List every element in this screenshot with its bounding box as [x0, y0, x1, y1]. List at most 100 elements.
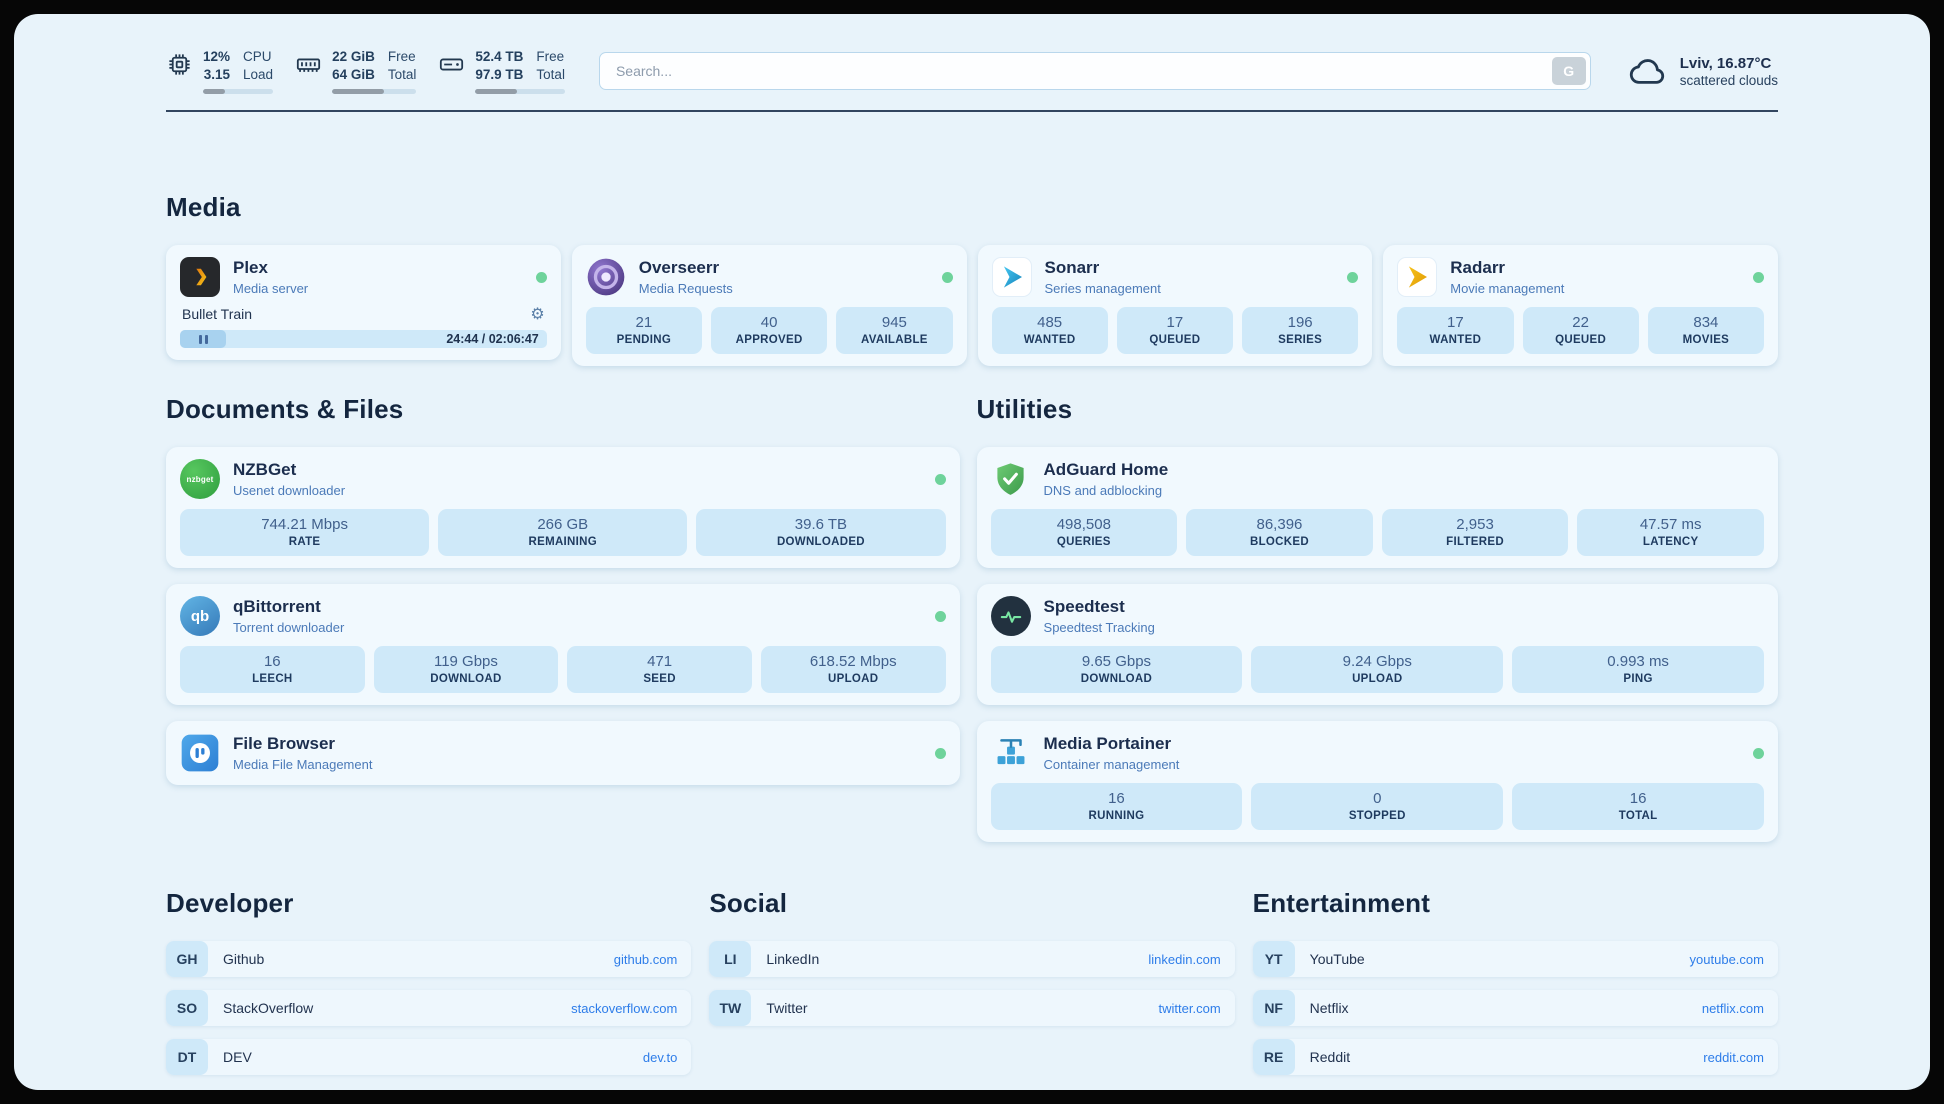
stat-box: 266 GB REMAINING — [438, 509, 688, 557]
bookmark-abbr: NF — [1252, 990, 1295, 1027]
app-card-speedtest[interactable]: Speedtest Speedtest Tracking 9.65 Gbps D… — [976, 584, 1778, 706]
bookmark-abbr: LI — [709, 941, 752, 978]
topbar-divider — [166, 110, 1778, 113]
stat-box: 0.993 ms PING — [1512, 646, 1764, 694]
app-card-sonarr[interactable]: Sonarr Series management 485 WANTED 17 Q… — [977, 245, 1373, 367]
stat-box: 9.24 Gbps UPLOAD — [1251, 646, 1504, 694]
app-card-nzbget[interactable]: nzbget NZBGet Usenet downloader 744.21 M… — [166, 447, 960, 569]
app-card-overseerr[interactable]: Overseerr Media Requests 21 PENDING 40 A… — [571, 245, 967, 367]
stat-box: 834 MOVIES — [1647, 307, 1764, 355]
app-name: Plex — [233, 258, 268, 278]
app-name: AdGuard Home — [1043, 460, 1169, 480]
disk-total-value: 97.9 TB — [475, 67, 524, 83]
app-subtitle: Movie management — [1450, 281, 1565, 297]
ram-free-label: Free — [387, 49, 416, 64]
bookmark-dev[interactable]: DT DEV dev.to — [166, 1039, 692, 1076]
bookmark-url[interactable]: dev.to — [642, 1049, 678, 1065]
app-card-portainer[interactable]: Media Portainer Container management 16 … — [976, 721, 1778, 843]
section-social: Social LI LinkedIn linkedin.com TW Twitt… — [709, 888, 1235, 1039]
status-online-dot — [1753, 271, 1764, 283]
bookmark-url[interactable]: reddit.com — [1703, 1049, 1764, 1065]
cpu-widget: 12% 3.15 CPU Load — [166, 48, 274, 95]
adguard-icon — [991, 459, 1031, 499]
app-card-radarr[interactable]: Radarr Movie management 17 WANTED 22 QUE… — [1383, 245, 1778, 367]
status-online-dot — [1347, 271, 1359, 283]
bookmark-stackoverflow[interactable]: SO StackOverflow stackoverflow.com — [166, 990, 692, 1027]
bookmark-youtube[interactable]: YT YouTube youtube.com — [1252, 941, 1778, 978]
stat-box: 40 APPROVED — [711, 307, 828, 355]
ram-total-value: 64 GiB — [332, 67, 375, 83]
stat-box: 47.57 ms LATENCY — [1577, 509, 1764, 557]
app-card-plex[interactable]: Plex Media server Bullet Train ⚙ 24:44 — [166, 245, 561, 361]
bookmark-url[interactable]: github.com — [613, 951, 678, 967]
bookmark-name: Reddit — [1309, 1049, 1351, 1066]
cloud-icon — [1629, 59, 1664, 84]
bookmark-reddit[interactable]: RE Reddit reddit.com — [1252, 1039, 1778, 1076]
stat-box: 2,953 FILTERED — [1381, 509, 1569, 557]
qbittorrent-icon: qb — [180, 596, 220, 637]
app-card-qbittorrent[interactable]: qb qBittorrent Torrent downloader 16 LEE… — [166, 584, 960, 706]
search-bar: G — [598, 52, 1591, 91]
disk-free-value: 52.4 TB — [475, 49, 524, 64]
disk-total-label: Total — [536, 67, 565, 83]
section-utilities: Utilities — [976, 394, 1778, 843]
stat-box: 16 TOTAL — [1512, 783, 1764, 831]
filebrowser-icon — [180, 733, 220, 773]
bookmark-abbr: YT — [1252, 941, 1295, 978]
settings-gear-icon[interactable]: ⚙ — [530, 304, 545, 324]
cpu-progress-bar — [203, 89, 274, 95]
stat-box: 21 PENDING — [585, 307, 702, 355]
bookmark-netflix[interactable]: NF Netflix netflix.com — [1252, 990, 1778, 1027]
app-card-filebrowser[interactable]: File Browser Media File Management — [166, 721, 960, 786]
app-subtitle: Speedtest Tracking — [1043, 620, 1155, 636]
ram-free-value: 22 GiB — [332, 49, 375, 64]
ram-progress-bar — [332, 89, 417, 95]
bookmark-linkedin[interactable]: LI LinkedIn linkedin.com — [709, 941, 1235, 978]
playback-progress-bar[interactable]: 24:44 / 02:06:47 — [180, 330, 547, 349]
stat-box: 39.6 TB DOWNLOADED — [696, 509, 946, 557]
disk-icon — [440, 58, 464, 71]
playback-time: 24:44 / 02:06:47 — [446, 332, 539, 347]
topbar: 12% 3.15 CPU Load — [166, 14, 1778, 95]
bookmark-name: YouTube — [1309, 951, 1365, 968]
sonarr-icon — [991, 257, 1032, 298]
search-engine-button[interactable]: G — [1551, 57, 1586, 86]
app-name: Overseerr — [638, 258, 720, 278]
section-title-documents: Documents & Files — [166, 394, 404, 425]
status-online-dot — [1753, 747, 1764, 759]
bookmark-url[interactable]: stackoverflow.com — [571, 1000, 678, 1016]
stat-box: 119 Gbps DOWNLOAD — [373, 646, 559, 694]
plex-icon — [180, 257, 220, 298]
dashboard-page: 12% 3.15 CPU Load — [14, 14, 1930, 1090]
bookmark-url[interactable]: twitter.com — [1158, 1000, 1221, 1016]
pause-button[interactable] — [180, 330, 226, 349]
status-online-dot — [934, 610, 946, 622]
speedtest-icon — [990, 596, 1031, 637]
search-input[interactable] — [598, 52, 1591, 91]
radarr-icon — [1397, 257, 1438, 298]
bookmark-twitter[interactable]: TW Twitter twitter.com — [709, 990, 1235, 1027]
stat-box: 498,508 QUERIES — [990, 509, 1178, 557]
bookmark-url[interactable]: netflix.com — [1701, 1000, 1764, 1016]
app-subtitle: Container management — [1043, 757, 1180, 773]
bookmark-url[interactable]: youtube.com — [1689, 951, 1764, 967]
system-widgets: 12% 3.15 CPU Load — [166, 48, 565, 95]
bookmark-abbr: RE — [1252, 1039, 1295, 1076]
cpu-label: CPU — [243, 49, 272, 64]
bookmark-abbr: TW — [709, 990, 752, 1027]
app-name: Speedtest — [1043, 597, 1125, 617]
ram-icon — [296, 58, 321, 72]
section-title-social: Social — [709, 888, 788, 919]
bookmark-abbr: SO — [166, 990, 208, 1027]
app-subtitle: Series management — [1044, 281, 1161, 297]
app-subtitle: Usenet downloader — [233, 483, 346, 499]
app-card-adguard[interactable]: AdGuard Home DNS and adblocking 498,508 … — [976, 447, 1778, 569]
weather-location: Lviv, 16.87°C — [1679, 54, 1772, 72]
section-title-media: Media — [166, 192, 241, 223]
weather-condition: scattered clouds — [1679, 72, 1778, 88]
portainer-icon — [991, 733, 1031, 773]
stat-box: 86,396 BLOCKED — [1186, 509, 1373, 557]
bookmark-abbr: GH — [166, 941, 208, 978]
bookmark-url[interactable]: linkedin.com — [1148, 951, 1221, 967]
bookmark-github[interactable]: GH Github github.com — [166, 941, 692, 978]
